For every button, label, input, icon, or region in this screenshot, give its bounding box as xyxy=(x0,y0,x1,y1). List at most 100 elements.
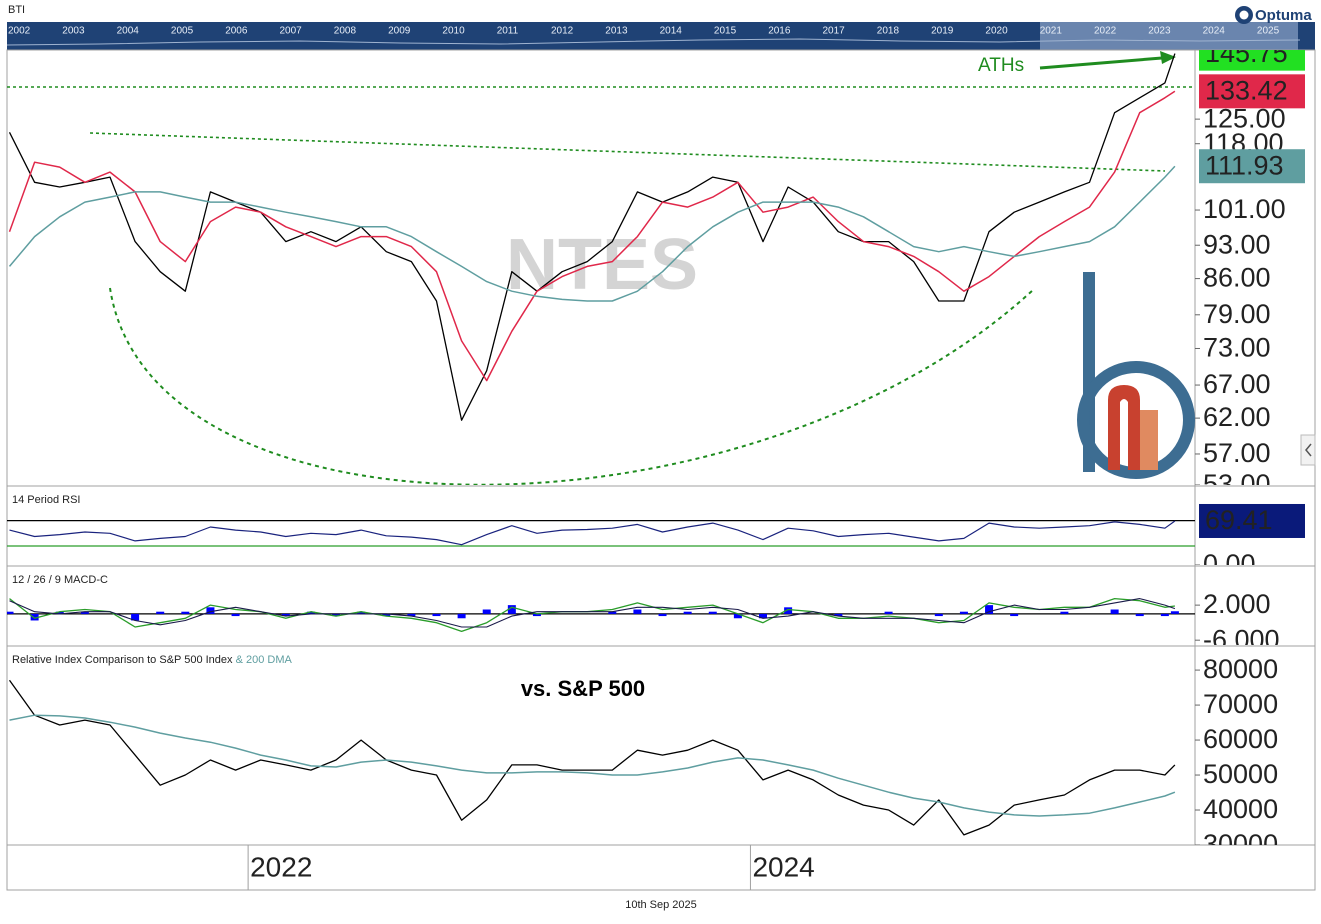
annotation: vs. S&P 500 xyxy=(521,676,645,701)
brand: Optuma xyxy=(1255,7,1312,24)
histogram-bar xyxy=(633,609,642,614)
navigator-year: 2021 xyxy=(1040,26,1063,37)
navigator-window[interactable] xyxy=(1040,22,1298,50)
last-value-label: 69.41 xyxy=(1205,505,1273,535)
histogram-bar xyxy=(206,607,215,614)
y-tick-label: 40000 xyxy=(1203,794,1278,824)
navigator-year: 2010 xyxy=(442,26,465,37)
histogram-bar xyxy=(432,613,441,617)
panel-title-text: 12 / 26 / 9 MACD-C xyxy=(12,574,108,586)
panel: 14 Period RSI 0.00 69.41 xyxy=(7,494,1305,579)
ath-arrow-head xyxy=(1160,51,1176,64)
histogram-bar xyxy=(532,613,541,617)
y-tick-label: 50000 xyxy=(1203,759,1278,789)
y-tick-label: 60000 xyxy=(1203,724,1278,754)
panel-title-text: 14 Period RSI xyxy=(12,494,80,506)
annotation: ATHs xyxy=(978,55,1024,76)
histogram-bar xyxy=(7,611,14,614)
navigator-year: 2016 xyxy=(768,26,791,37)
navigator-year: 2018 xyxy=(877,26,900,37)
annotations xyxy=(7,51,1195,485)
histogram-bar xyxy=(507,605,516,614)
y-tick-label: 0.00 xyxy=(1203,549,1256,579)
last-value-box xyxy=(1199,74,1305,109)
histogram-bar xyxy=(934,613,943,617)
histogram-bar xyxy=(1135,613,1144,617)
y-tick-label: 80000 xyxy=(1203,654,1278,684)
watermark: NTES xyxy=(506,225,698,305)
y-tick-label: 73.00 xyxy=(1203,333,1271,363)
navigator-year: 2008 xyxy=(334,26,357,37)
symbol: BTI xyxy=(8,4,25,16)
y-tick-label: 62.00 xyxy=(1203,402,1271,432)
navigator-years: 2002 2003 2004 2005 2006 2007 2008 2009 2010 2011… xyxy=(8,26,1280,37)
y-tick-label: 2.000 xyxy=(1203,589,1271,619)
navigator-year: 2020 xyxy=(985,26,1008,37)
histogram-bar xyxy=(683,611,692,614)
histogram-bar xyxy=(80,611,89,614)
histogram-bar xyxy=(231,613,240,617)
y-tick-label: 70000 xyxy=(1203,689,1278,719)
navigator-year: 2023 xyxy=(1148,26,1171,37)
logo-mark-light xyxy=(1140,410,1158,470)
ath-arrow xyxy=(1039,56,1163,70)
y-tick-label: 53.00 xyxy=(1203,469,1271,499)
navigator-year: 2025 xyxy=(1257,26,1280,37)
footer-date: 10th Sep 2025 xyxy=(625,899,697,911)
histogram-bar xyxy=(608,611,617,614)
histogram-bar xyxy=(382,613,391,617)
navigator-line xyxy=(6,38,1301,46)
brand-icon-inner xyxy=(1239,10,1249,20)
series-line xyxy=(8,165,1176,302)
histogram-bar xyxy=(985,605,994,614)
last-value-box xyxy=(1199,50,1305,71)
navigator-year: 2024 xyxy=(1203,26,1226,37)
histogram-bar xyxy=(55,611,64,614)
x-tick-label: 2024 xyxy=(752,851,814,882)
y-tick-label: 67.00 xyxy=(1203,369,1271,399)
navigator-year: 2006 xyxy=(225,26,248,37)
panel: 12 / 26 / 9 MACD-C 2.000 -6.000 xyxy=(7,574,1280,654)
panel-title-text: Relative Index Comparison to S&P 500 Ind… xyxy=(12,654,233,666)
navigator-year: 2015 xyxy=(714,26,737,37)
navigator-year: 2022 xyxy=(1094,26,1117,37)
histogram-bar xyxy=(1170,611,1179,614)
navigator-year: 2012 xyxy=(551,26,574,37)
histogram-bar xyxy=(658,613,667,617)
series-line xyxy=(8,679,1176,836)
histogram-bar xyxy=(407,613,416,617)
y-tick-label: 30000 xyxy=(1203,829,1278,859)
y-tick-label: 93.00 xyxy=(1203,229,1271,259)
panel-title: 12 / 26 / 9 MACD-C xyxy=(12,574,108,586)
histogram-bar xyxy=(708,611,717,614)
last-value-box xyxy=(1199,149,1305,184)
scroll-button[interactable] xyxy=(1300,434,1316,466)
histogram-bar xyxy=(332,613,341,617)
cup-arc xyxy=(109,287,1034,485)
navigator-year: 2004 xyxy=(117,26,140,37)
histogram-bar xyxy=(457,613,466,619)
histogram-bar xyxy=(156,611,165,614)
y-tick-label: 57.00 xyxy=(1203,438,1271,468)
series-line xyxy=(9,598,1176,628)
histogram-bar xyxy=(759,613,767,619)
x-tick-label: 2022 xyxy=(250,851,312,882)
navigator-year: 2002 xyxy=(8,26,31,37)
navigator-year: 2005 xyxy=(171,26,194,37)
series-line xyxy=(9,520,1176,546)
histogram-bar xyxy=(834,613,843,617)
frame xyxy=(6,49,1316,891)
navigator-year: 2019 xyxy=(931,26,954,37)
last-value-label: 133.42 xyxy=(1205,75,1288,105)
panel-title-extra: & 200 DMA xyxy=(236,654,293,666)
histogram-bar xyxy=(1060,611,1069,614)
last-value-label: 145.75 xyxy=(1205,38,1288,68)
y-tick-label: -6.000 xyxy=(1203,624,1280,654)
navigator-year: 2003 xyxy=(62,26,85,37)
histogram-bar xyxy=(357,611,366,614)
trend-line xyxy=(89,132,1166,172)
